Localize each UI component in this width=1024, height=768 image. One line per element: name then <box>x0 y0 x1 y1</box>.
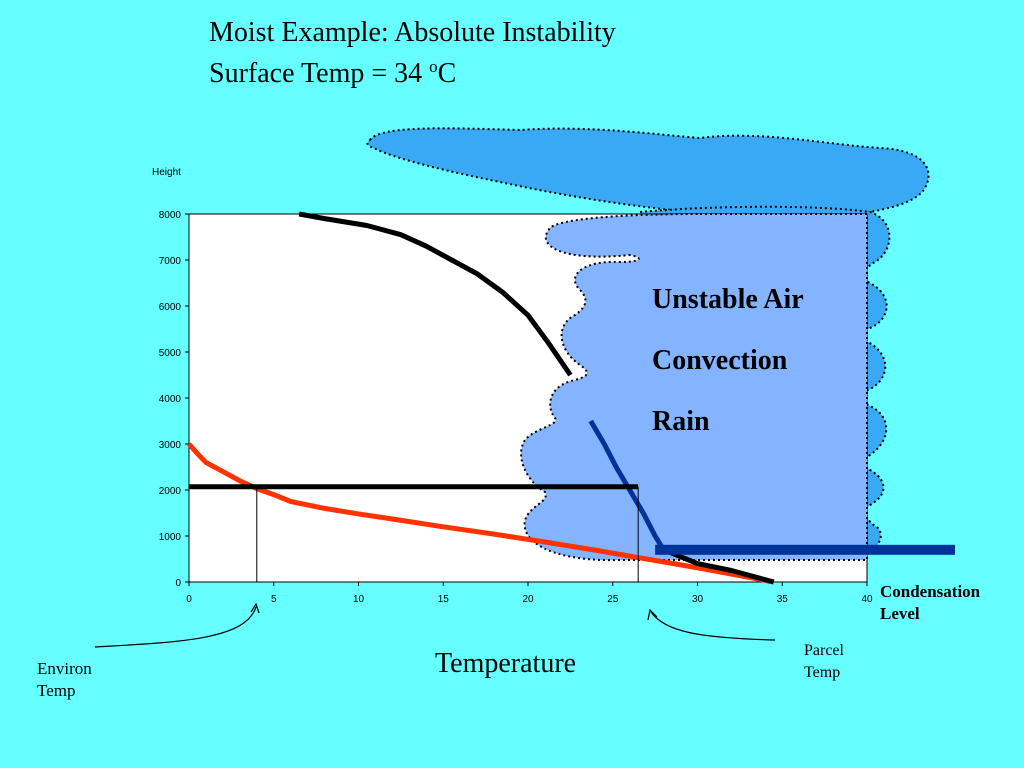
environ-arrowhead <box>250 602 260 614</box>
environ-line-2: Temp <box>37 681 76 700</box>
y-tick-label: 2000 <box>159 486 182 497</box>
x-axis-label: Temperature <box>435 648 577 679</box>
x-tick-label: 5 <box>271 594 277 605</box>
degree-symbol: o <box>429 57 438 76</box>
parcel-arrowhead <box>647 608 658 621</box>
x-tick-label: 0 <box>186 594 192 605</box>
condensation-line-2: Level <box>880 604 920 623</box>
condensation-level-bar <box>655 544 955 555</box>
y-tick-label: 7000 <box>159 256 182 267</box>
environ-arrow <box>94 606 257 648</box>
condensation-line-1: Condensation <box>880 582 981 601</box>
y-tick-label: 4000 <box>159 394 182 405</box>
parcel-temp-line-lower <box>662 547 775 585</box>
cloud-inner <box>520 213 868 562</box>
y-tick-label: 0 <box>175 578 181 589</box>
x-tick-label: 15 <box>438 594 450 605</box>
parcel-line-2: Temp <box>804 664 841 681</box>
environ-line-1: Environ <box>37 659 92 678</box>
y-tick-label: 1000 <box>159 532 182 543</box>
title-line-2-unit: C <box>437 58 457 89</box>
x-tick-label: 40 <box>861 594 873 605</box>
environ-temp-label: Environ Temp <box>37 658 92 702</box>
label-convection: Convection <box>652 345 788 376</box>
parcel-temp-line-cloud <box>588 419 666 552</box>
slide-title: Moist Example: Absolute Instability Surf… <box>209 16 616 91</box>
y-tick-label: 5000 <box>159 348 182 359</box>
title-line-2-prefix: Surface Temp = 34 <box>209 58 430 89</box>
x-tick-label: 20 <box>522 594 534 605</box>
environ-temp-line <box>187 442 775 585</box>
y-tick-label: 6000 <box>159 302 182 313</box>
label-unstable-air: Unstable Air <box>652 284 804 315</box>
x-tick-label: 30 <box>692 594 704 605</box>
y-tick-label: 8000 <box>159 210 182 221</box>
x-tick-label: 10 <box>353 594 365 605</box>
parcel-temp-line-upper <box>298 211 573 377</box>
title-line-2: Surface Temp = 34 oC <box>209 50 616 91</box>
parcel-line-1: Parcel <box>804 642 844 659</box>
y-tick-label: 3000 <box>159 440 182 451</box>
title-line-1: Moist Example: Absolute Instability <box>209 17 616 48</box>
x-tick-label: 35 <box>777 594 789 605</box>
parcel-arrow <box>650 611 776 641</box>
y-axis-label: Height <box>152 167 181 178</box>
x-tick-label: 25 <box>607 594 619 605</box>
label-rain: Rain <box>652 406 710 437</box>
condensation-level-label: Condensation Level <box>880 581 980 625</box>
cloud-top <box>366 127 930 219</box>
parcel-temp-label: Parcel Temp <box>804 640 844 684</box>
